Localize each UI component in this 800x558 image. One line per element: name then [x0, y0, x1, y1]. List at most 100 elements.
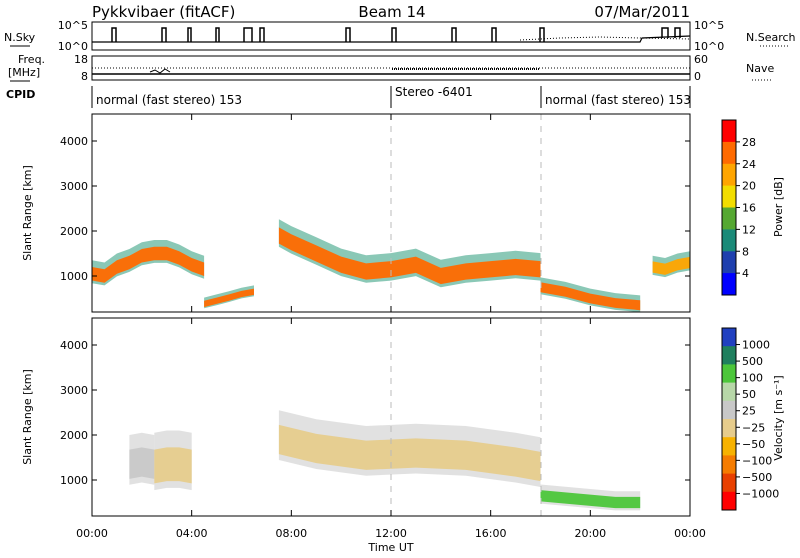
power-ytick-label-3: 4000	[60, 135, 88, 148]
velocity-cbar-swatch-4	[722, 400, 736, 420]
velocity-cbar-frame	[721, 327, 737, 511]
noise-strip	[91, 21, 691, 51]
power-cbar-swatch-0	[722, 120, 736, 143]
velocity-cbar-swatch-9	[722, 491, 736, 511]
velocity-cbar-tick-8: −500	[742, 471, 772, 484]
power-cbar-swatch-6	[722, 251, 736, 274]
xtick-label-1: 04:00	[176, 527, 208, 540]
freq-tick-top: 18	[74, 53, 88, 66]
power-colorbar: 28 24 20 16 12 8 4 Power [dB]	[721, 119, 785, 296]
power-cbar-tick-1: 24	[742, 158, 756, 171]
nave-wiggle	[149, 68, 171, 74]
nsky-label: N.Sky	[4, 31, 36, 44]
velocity-cbar-ticks: 1000 500 100 50 25 −25 −50 −100 −500 −1000	[736, 339, 779, 500]
velocity-cbar-tick-0: 1000	[742, 339, 770, 352]
date-title: 07/Mar/2011	[594, 3, 690, 21]
velocity-cbar-swatch-8	[722, 473, 736, 493]
x-axis-ticks: 00:00 04:00 08:00 12:00 16:00 20:00 00:00	[76, 114, 706, 540]
cpid-label: CPID	[6, 88, 35, 101]
velocity-cbar-label: Velocity [m s⁻¹]	[772, 375, 785, 460]
velocity-ytick-label-1: 2000	[60, 429, 88, 442]
power-panel: 1000 2000 3000 4000 Slant Range [km]	[21, 113, 691, 313]
power-cbar-swatch-4	[722, 207, 736, 230]
velocity-cbar-tick-6: −50	[742, 438, 765, 451]
nsearch-label: N.Search	[746, 31, 796, 44]
power-ytick-label-0: 1000	[60, 270, 88, 283]
xtick-label-0: 00:00	[76, 527, 108, 540]
xtick-label-3: 12:00	[375, 527, 407, 540]
power-cbar-swatch-3	[722, 185, 736, 208]
nsearch-tick-bottom: 10^0	[694, 40, 724, 53]
velocity-cbar-swatch-2	[722, 364, 736, 384]
nave-tick-bottom: 0	[694, 70, 701, 83]
freq-tick-bottom: 8	[81, 70, 88, 83]
cpid-mode-2: normal (fast stereo) 153	[545, 93, 691, 107]
cpid-mode-1: Stereo -6401	[395, 85, 473, 99]
power-cbar-tick-6: 4	[742, 267, 749, 280]
velocity-cbar-swatch-5	[722, 419, 736, 438]
velocity-ylabel: Slant Range [km]	[21, 369, 34, 465]
velocity-bands	[129, 410, 641, 511]
freq-label-1: Freq.	[18, 53, 45, 66]
velocity-cbar-tick-4: 25	[742, 405, 756, 418]
power-cbar-swatches	[722, 120, 736, 296]
xtick-label-4: 16:00	[475, 527, 507, 540]
power-cbar-tick-4: 12	[742, 223, 756, 236]
xtick-label-2: 08:00	[275, 527, 307, 540]
velocity-band-1	[154, 447, 192, 484]
cpid-mode-0: normal (fast stereo) 153	[96, 93, 242, 107]
velocity-cbar-tick-3: 50	[742, 388, 756, 401]
power-band-4	[652, 256, 690, 275]
power-cbar-tick-2: 20	[742, 180, 756, 193]
velocity-band-3	[540, 490, 641, 509]
nsky-tick-bottom: 10^0	[58, 40, 88, 53]
power-cbar-swatch-7	[722, 273, 736, 296]
velocity-ytick-label-3: 4000	[60, 339, 88, 352]
power-yticks: 1000 2000 3000 4000	[60, 135, 690, 283]
power-band-0	[92, 246, 205, 283]
power-band-3	[540, 282, 641, 311]
velocity-panel: 1000 2000 3000 4000 Slant Range [km]	[21, 317, 691, 517]
x-axis-label: Time UT	[367, 541, 413, 554]
nave-tick-top: 60	[694, 53, 708, 66]
velocity-cbar-swatch-3	[722, 382, 736, 402]
power-cbar-label: Power [dB]	[772, 177, 785, 237]
velocity-cbar-swatch-6	[722, 437, 736, 456]
power-bands	[92, 219, 690, 313]
velocity-cbar-tick-2: 100	[742, 372, 763, 385]
power-cbar-tick-5: 8	[742, 245, 749, 258]
nsky-trace	[92, 35, 691, 43]
power-cbar-tick-0: 28	[742, 136, 756, 149]
velocity-cbar-tick-5: −25	[742, 421, 765, 434]
nave-label: Nave	[746, 62, 774, 75]
nsky-tick-top: 10^5	[58, 19, 88, 32]
xtick-label-6: 00:00	[674, 527, 706, 540]
velocity-cbar-swatches	[722, 328, 736, 511]
velocity-band-2	[278, 424, 541, 482]
power-cbar-tick-3: 16	[742, 202, 756, 215]
beam-title: Beam 14	[358, 3, 425, 21]
power-ytick-label-2: 3000	[60, 180, 88, 193]
velocity-cbar-swatch-0	[722, 328, 736, 347]
freq-label-2: [MHz]	[8, 66, 40, 79]
power-cbar-swatch-1	[722, 141, 736, 165]
velocity-cbar-swatch-7	[722, 455, 736, 475]
velocity-cbar-tick-7: −100	[742, 454, 772, 467]
freq-strip	[91, 55, 691, 81]
velocity-ytick-label-0: 1000	[60, 474, 88, 487]
velocity-colorbar: 1000 500 100 50 25 −25 −50 −100 −500 −1000 Veloci…	[721, 327, 785, 511]
velocity-cbar-tick-9: −1000	[742, 487, 779, 500]
power-band-2	[278, 227, 541, 285]
radar-title: Pykkvibaer (fitACF)	[92, 3, 235, 21]
velocity-cbar-swatch-1	[722, 346, 736, 365]
velocity-cbar-tick-1: 500	[742, 355, 763, 368]
power-cbar-ticks: 28 24 20 16 12 8 4	[736, 136, 756, 280]
xtick-label-5: 20:00	[574, 527, 606, 540]
power-cbar-swatch-5	[722, 229, 736, 252]
power-ylabel: Slant Range [km]	[21, 165, 34, 261]
velocity-band-0	[129, 447, 155, 479]
velocity-yticks: 1000 2000 3000 4000	[60, 339, 690, 487]
power-cbar-swatch-2	[722, 163, 736, 187]
